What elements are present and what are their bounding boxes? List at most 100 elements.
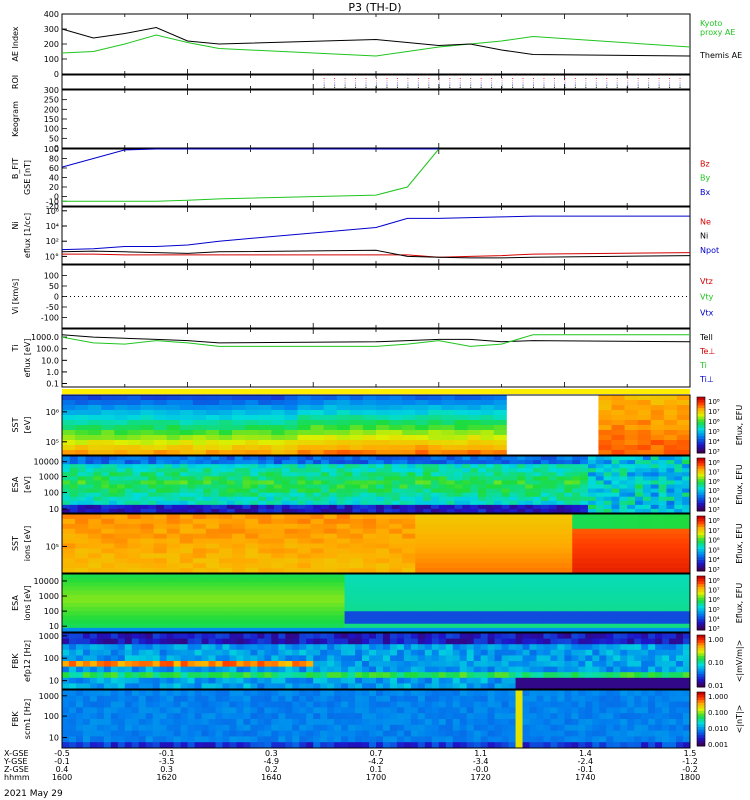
- spectro-cell: [546, 563, 560, 569]
- spectro-cell: [140, 410, 154, 416]
- spectro-cell: [522, 655, 530, 662]
- spectro-cell: [156, 492, 165, 498]
- spectro-cell: [171, 484, 181, 489]
- colorbar-cell: [697, 624, 705, 628]
- spectro-cell: [201, 672, 209, 679]
- spectro-cell: [236, 655, 244, 662]
- spectro-cell: [281, 480, 291, 485]
- spectro-cell: [376, 666, 384, 673]
- spectro-cell: [546, 425, 560, 431]
- spectro-cell: [297, 568, 311, 574]
- spectro-cell: [187, 707, 195, 714]
- roi-dot: [637, 86, 639, 88]
- colorbar-cell: [697, 495, 705, 499]
- spectro-cell: [187, 500, 196, 506]
- spectro-cell: [493, 558, 508, 564]
- spectro-cell: [648, 574, 659, 579]
- spectro-cell: [572, 415, 586, 421]
- spectro-cell: [208, 644, 216, 651]
- legend-ae: Kyoto: [700, 19, 722, 28]
- spectro-cell: [466, 666, 475, 673]
- spectro-cell: [470, 594, 482, 600]
- spectro-cell: [407, 623, 419, 629]
- spectro-cell: [219, 603, 230, 608]
- spectro-cell: [415, 488, 424, 494]
- spectro-cell: [310, 420, 325, 426]
- spectro-cell: [446, 456, 455, 461]
- spectro-cell: [674, 504, 683, 510]
- spectro-cell: [194, 695, 202, 702]
- spectro-cell: [417, 666, 426, 673]
- spectro-cell: [533, 400, 547, 406]
- spectro-cell: [362, 553, 377, 559]
- spectro-cell: [180, 683, 188, 690]
- spectro-cell: [320, 638, 328, 645]
- spectro-cell: [323, 574, 335, 579]
- spectro-cell: [166, 611, 178, 616]
- spectro-cell: [135, 623, 147, 629]
- spectro-cell: [627, 488, 636, 494]
- spectro-cell: [556, 468, 565, 473]
- spectro-cell: [187, 655, 195, 662]
- spectro-cell: [682, 476, 691, 481]
- spectro-cell: [627, 496, 636, 502]
- spectro-cell: [676, 563, 691, 569]
- spectro-cell: [423, 496, 432, 502]
- spectro-cell: [131, 649, 140, 656]
- spectro-cell: [368, 492, 377, 498]
- spectro-cell: [239, 574, 251, 579]
- spectro-cell: [650, 538, 665, 544]
- spectro-cell: [93, 590, 105, 596]
- spectro-cell: [284, 518, 298, 525]
- spectro-cell: [306, 638, 314, 645]
- spectro-cell: [595, 468, 605, 473]
- figure-title: P3 (TH-D): [348, 1, 401, 14]
- spectro-cell: [478, 456, 487, 461]
- spectro-cell: [323, 553, 338, 559]
- spectro-cell: [110, 655, 119, 662]
- legend-vtx: Vtx: [700, 308, 714, 317]
- spectro-cell: [391, 480, 400, 485]
- spectro-cell: [156, 504, 165, 510]
- spectro-cell: [362, 445, 377, 451]
- spectro-cell: [131, 707, 140, 714]
- spectro-cell: [355, 623, 366, 629]
- spectro-cell: [459, 677, 468, 684]
- spectro-cell: [292, 724, 300, 731]
- spectro-cell: [376, 430, 390, 436]
- spectro-cell: [365, 615, 377, 620]
- spectro-cell: [159, 638, 168, 645]
- spectro-cell: [187, 480, 196, 485]
- y-tick-label: 10: [49, 677, 59, 686]
- spectro-cell: [470, 460, 479, 465]
- spectro-cell: [187, 695, 195, 702]
- spectro-cell: [173, 736, 182, 743]
- spectro-cell: [250, 578, 262, 583]
- spectro-cell: [396, 582, 408, 587]
- spectro-cell: [271, 558, 285, 564]
- y-tick-label: 1.0: [46, 368, 59, 377]
- spectro-cell: [543, 633, 551, 639]
- spectro-cell: [564, 472, 573, 477]
- panel-frame-esa_e: [61, 455, 691, 514]
- spectro-cell: [140, 464, 149, 469]
- spectro-cell: [114, 615, 126, 620]
- spectro-cell: [313, 615, 325, 620]
- spectro-cell: [368, 484, 377, 489]
- spectro-cell: [232, 533, 246, 539]
- spectro-cell: [138, 742, 147, 749]
- spectro-cell: [362, 450, 377, 456]
- spectro-cell: [362, 430, 377, 436]
- spectro-cell: [543, 590, 555, 596]
- colorbar-cell: [697, 447, 705, 451]
- spectro-cell: [616, 582, 628, 587]
- spectro-cell: [62, 508, 71, 514]
- spectro-cell: [431, 666, 440, 673]
- spectro-cell: [417, 574, 429, 579]
- roi-dot: [386, 86, 388, 88]
- spectro-cell: [232, 415, 246, 421]
- spectro-cell: [585, 563, 599, 569]
- spectro-cell: [509, 456, 518, 461]
- spectro-cell: [428, 410, 442, 416]
- spectro-cell: [428, 611, 440, 616]
